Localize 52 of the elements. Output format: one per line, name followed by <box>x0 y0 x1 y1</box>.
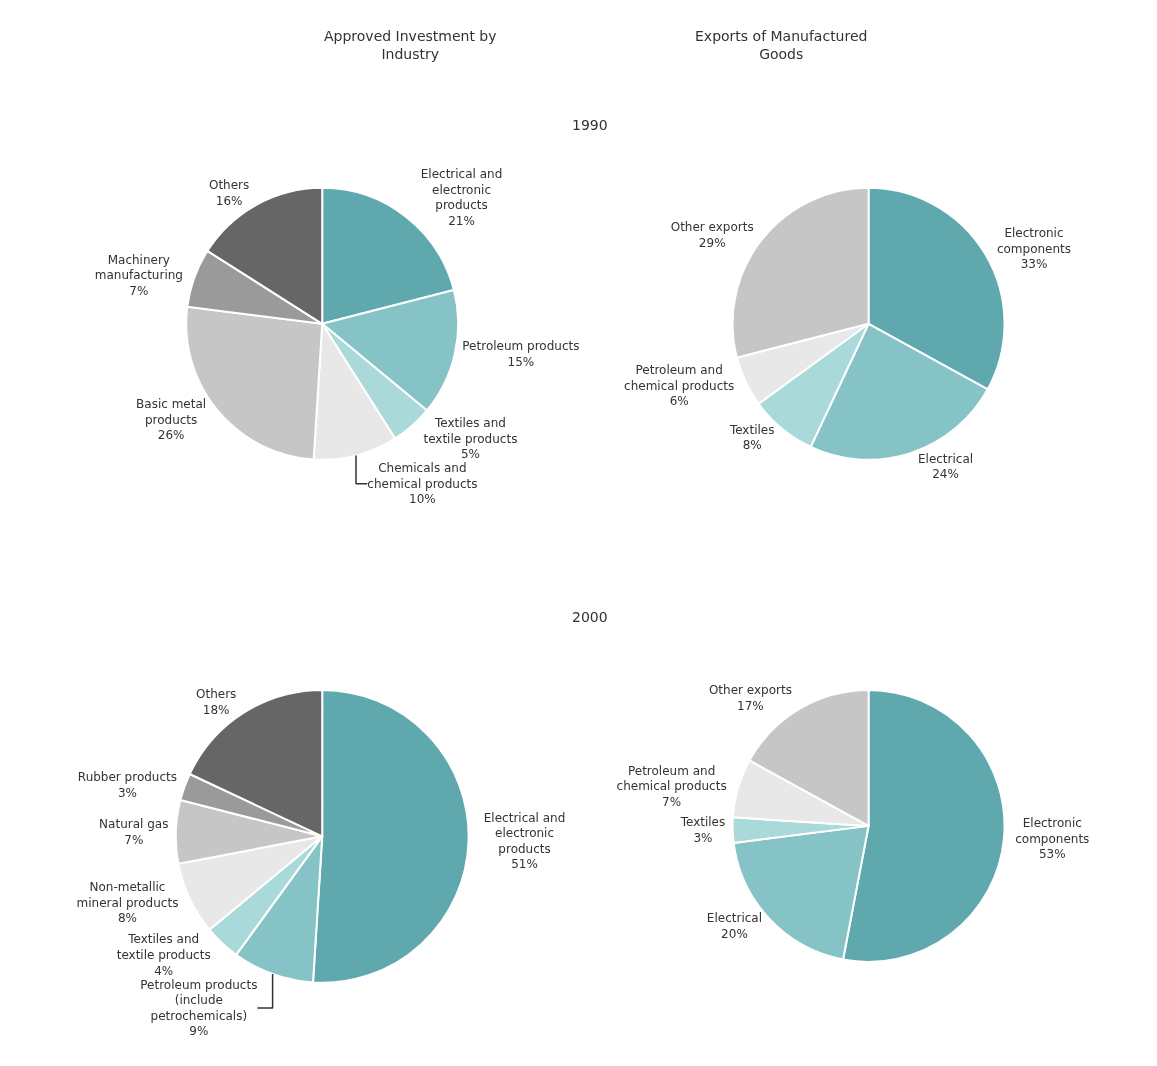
slice-label: Electrical <box>917 451 974 466</box>
slice-label: Rubber products <box>77 770 178 785</box>
slice-label: Basic metal products <box>136 397 207 427</box>
chart-title: Approved Investment by Industry <box>324 28 497 63</box>
data-label: 7% <box>129 283 149 298</box>
slice-label: Machinery manufacturing <box>94 252 183 283</box>
data-label: 24% <box>932 467 959 482</box>
data-label: 33% <box>1020 257 1048 272</box>
slice-label: Petroleum and chemical products <box>616 763 727 794</box>
slice-label: Petroleum and chemical products <box>624 363 735 393</box>
data-label: 15% <box>507 354 535 369</box>
data-label: 8% <box>742 438 762 453</box>
data-label: 7% <box>662 794 682 809</box>
slice-label: Electronic components <box>1015 816 1090 846</box>
slice-label: Textiles <box>728 422 775 437</box>
slice-label: Petroleum products (include petrochemicals) <box>140 977 258 1023</box>
data-label: 20% <box>721 926 748 941</box>
data-label: 21% <box>448 213 475 228</box>
slice-label: Textiles and textile products <box>423 415 518 446</box>
slice-label: Textiles and textile products <box>116 932 211 963</box>
data-label: 9% <box>189 1024 209 1039</box>
slice-label: Others <box>208 178 250 193</box>
data-label: 3% <box>117 785 137 800</box>
data-label: 4% <box>154 963 174 978</box>
data-label: 17% <box>737 698 764 713</box>
data-label: 3% <box>693 830 713 845</box>
data-label: 18% <box>202 702 230 717</box>
data-label: 16% <box>215 194 243 209</box>
chart-subtitle: 2000 <box>572 609 608 625</box>
data-label: 7% <box>124 832 144 847</box>
data-label: 5% <box>460 447 480 462</box>
chart-subtitle: 1990 <box>572 117 608 133</box>
data-label: 8% <box>117 911 137 926</box>
data-label: 53% <box>1038 847 1066 862</box>
slice-label: Others <box>196 687 237 702</box>
data-label: 51% <box>511 857 538 872</box>
slice-label: Electronic components <box>996 226 1072 256</box>
data-label: 26% <box>157 428 185 443</box>
data-label: 29% <box>698 235 726 250</box>
slice-label: Chemicals and chemical products <box>367 461 478 491</box>
slice-label: Non-metallic mineral products <box>76 880 179 910</box>
data-label: 6% <box>669 394 689 409</box>
data-label: 10% <box>409 492 436 507</box>
slice-label: Natural gas <box>99 816 169 831</box>
slice-label: Other exports <box>670 220 754 235</box>
slice-label: Textiles <box>679 815 726 830</box>
slice-label: Other exports <box>708 683 792 698</box>
slice-label: Electrical and electronic products <box>420 166 503 213</box>
slice-label: Petroleum products <box>462 339 580 354</box>
chart-title: Exports of Manufactured Goods <box>695 28 868 63</box>
slice-label: Electrical and electronic products <box>483 810 566 856</box>
slice-label: Electrical <box>706 911 763 926</box>
